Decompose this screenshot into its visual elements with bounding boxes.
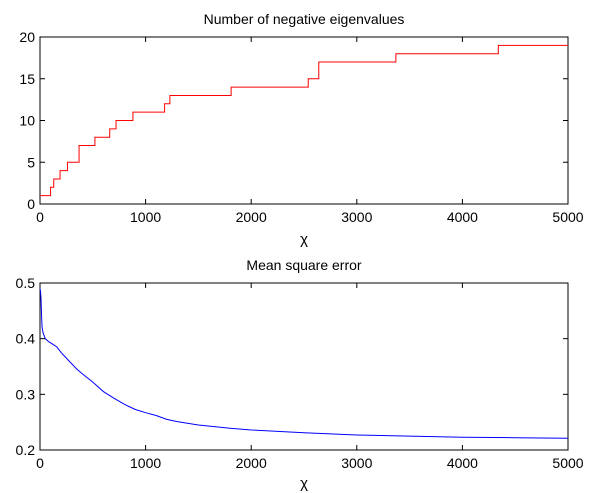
y-tick-label: 0.4 <box>16 331 36 347</box>
plot-axes-box <box>39 282 569 451</box>
y-tick-label: 5 <box>27 154 35 170</box>
x-tick-label: 1000 <box>130 209 161 225</box>
x-tick-label: 0 <box>36 455 44 471</box>
x-axis-label: χ <box>300 231 308 248</box>
x-tick-label: 2000 <box>236 209 267 225</box>
y-tick-label: 20 <box>19 29 35 45</box>
plot-title: Number of negative eigenvalues <box>204 11 405 27</box>
y-tick-label: 0.3 <box>16 386 36 402</box>
x-tick-label: 4000 <box>447 455 478 471</box>
x-tick-label: 1000 <box>130 455 161 471</box>
y-tick-label: 15 <box>19 71 35 87</box>
x-tick-label: 5000 <box>552 209 583 225</box>
x-tick-label: 4000 <box>447 209 478 225</box>
y-axis-ticks: 0.2 0.3 0.4 0.5 <box>16 275 568 458</box>
x-axis-ticks: 0 1000 2000 3000 4000 5000 <box>36 283 584 471</box>
x-tick-label: 0 <box>36 209 44 225</box>
y-tick-label: 10 <box>19 113 35 129</box>
x-axis-ticks: 0 1000 2000 3000 4000 5000 <box>36 37 584 225</box>
plot-title: Mean square error <box>246 257 362 273</box>
y-axis-ticks: 0 5 10 15 20 <box>19 29 568 212</box>
negative-eigenvalues-line <box>40 44 568 197</box>
y-tick-label: 0 <box>27 196 35 212</box>
x-tick-label: 3000 <box>341 209 372 225</box>
x-tick-label: 5000 <box>552 455 583 471</box>
x-tick-label: 3000 <box>341 455 372 471</box>
y-tick-label: 0.5 <box>16 275 36 291</box>
eigenvalue-count-plot: Number of negative eigenvalues 05101520 … <box>19 11 583 248</box>
mean-square-error-line <box>39 288 569 439</box>
x-tick-label: 2000 <box>236 455 267 471</box>
x-axis-label: χ <box>300 475 308 492</box>
y-tick-label: 0.2 <box>16 442 36 458</box>
mean-square-error-plot: Mean square error 0.2 0.3 0.4 0.5 0 1000 2000… <box>16 257 584 492</box>
